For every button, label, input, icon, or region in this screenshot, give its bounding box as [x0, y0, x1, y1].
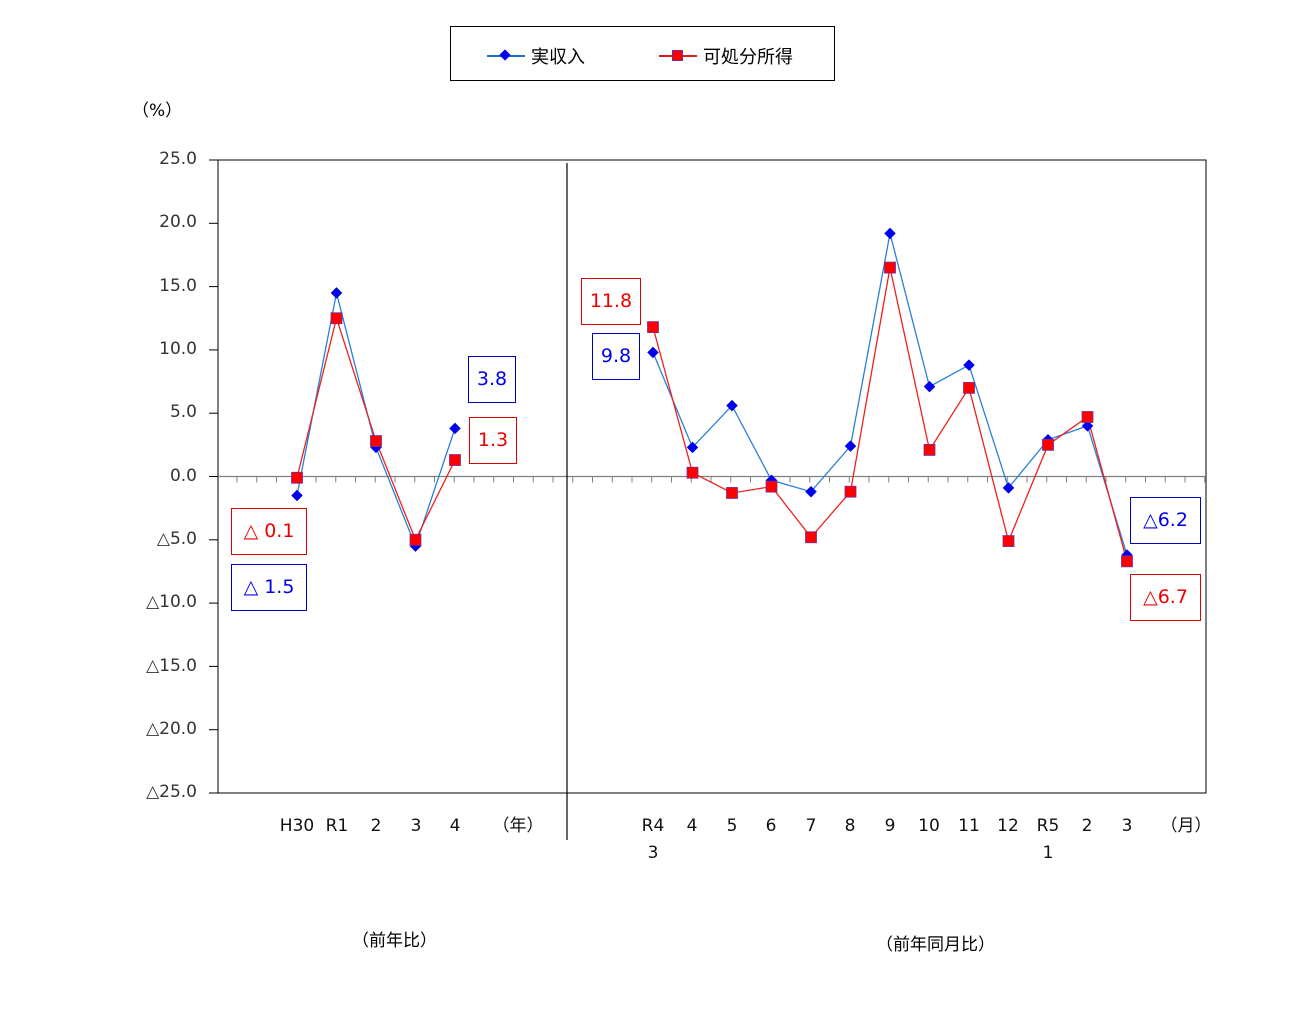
diamond-marker-icon [1002, 482, 1015, 494]
y-tick: 10.0 [159, 339, 197, 359]
x-axis-monthly-unit: （月） [1160, 816, 1212, 836]
square-marker-icon [370, 435, 382, 447]
y-tick: 25.0 [159, 149, 197, 169]
diamond-marker-icon [805, 485, 817, 498]
y-tick: 5.0 [169, 402, 197, 422]
square-marker-icon [963, 381, 975, 394]
diamond-marker-icon [963, 359, 975, 371]
diamond-marker-icon [1081, 420, 1094, 432]
diamond-marker-icon [884, 227, 896, 240]
square-marker-icon [765, 480, 778, 493]
data-label-annual-r4-income: 3.8 [468, 356, 516, 403]
x-tick: 12 [997, 816, 1019, 836]
y-tick: △10.0 [146, 592, 197, 612]
data-label-annual-h30-disposable: △ 0.1 [231, 508, 307, 555]
legend-item-income: 実収入 [487, 43, 585, 69]
x-tick: 7 [805, 816, 817, 836]
chart-legend: 実収入 可処分所得 [450, 26, 835, 81]
y-tick: △15.0 [146, 656, 197, 676]
legend-label-disposable: 可処分所得 [703, 47, 793, 68]
caption-annual: （前年比） [352, 931, 437, 951]
x-tick: 3 [1121, 816, 1133, 836]
square-marker-icon [409, 533, 422, 546]
x-tick: R5 [1036, 816, 1060, 836]
line-disposable [296, 315, 456, 542]
x-tick: 5 [726, 816, 738, 836]
y-tick: △5.0 [156, 529, 197, 549]
square-marker-icon [805, 531, 817, 544]
x-tick-sub: 1 [1042, 843, 1054, 863]
x-tick: 9 [884, 816, 896, 836]
square-marker-icon [686, 466, 699, 479]
square-marker-icon [1042, 438, 1054, 451]
data-label-monthly-last-income: △6.2 [1130, 497, 1201, 544]
square-marker-icon [672, 50, 683, 61]
y-tick: 20.0 [159, 212, 197, 232]
x-tick: 2 [1081, 816, 1093, 836]
data-label-monthly-last-disposable: △6.7 [1130, 574, 1201, 621]
caption-monthly: （前年同月比） [876, 935, 995, 955]
x-tick: H30 [279, 816, 315, 836]
data-label-monthly-first-disposable: 11.8 [581, 278, 641, 325]
diamond-marker-icon [291, 489, 303, 502]
legend-line-red [659, 48, 697, 64]
y-axis-unit: （%） [132, 101, 183, 121]
diamond-marker-icon [330, 287, 343, 299]
y-tick: 0.0 [169, 466, 197, 486]
square-marker-icon [647, 321, 659, 334]
data-label-annual-r4-disposable: 1.3 [469, 417, 517, 464]
diamond-marker-icon [923, 380, 936, 393]
square-marker-icon [844, 485, 857, 498]
legend-item-disposable: 可処分所得 [659, 43, 793, 69]
diamond-marker-icon [844, 440, 857, 452]
x-tick: R1 [325, 816, 349, 836]
x-tick: 2 [370, 816, 382, 836]
diamond-marker-icon [647, 346, 659, 359]
diamond-marker-icon [686, 441, 699, 454]
x-tick: 10 [918, 816, 940, 836]
x-tick: 6 [765, 816, 777, 836]
x-tick: 11 [958, 816, 980, 836]
legend-line-blue [487, 48, 525, 64]
x-tick: R4 [641, 816, 665, 836]
y-tick: 15.0 [159, 276, 197, 296]
legend-label-income: 実収入 [531, 47, 585, 68]
diamond-marker-icon [726, 399, 738, 412]
square-marker-icon [291, 471, 303, 484]
x-tick: 8 [844, 816, 856, 836]
x-tick: 4 [449, 816, 461, 836]
data-label-annual-h30-income: △ 1.5 [231, 564, 307, 611]
square-marker-icon [923, 444, 936, 456]
square-marker-icon [1121, 555, 1133, 568]
x-axis-annual-unit: （年） [492, 816, 544, 836]
line-income [652, 233, 1128, 556]
square-marker-icon [1002, 535, 1015, 547]
square-marker-icon [884, 261, 896, 274]
square-marker-icon [726, 487, 738, 499]
square-marker-icon [449, 454, 461, 466]
y-tick: △20.0 [146, 719, 197, 739]
x-tick: 3 [410, 816, 422, 836]
x-tick: 4 [686, 816, 698, 836]
y-tick: △25.0 [146, 782, 197, 802]
data-label-monthly-first-income: 9.8 [592, 333, 640, 380]
x-tick-sub: 3 [647, 843, 659, 863]
square-marker-icon [1081, 411, 1094, 423]
diamond-marker-icon [449, 422, 461, 435]
square-marker-icon [330, 312, 343, 325]
